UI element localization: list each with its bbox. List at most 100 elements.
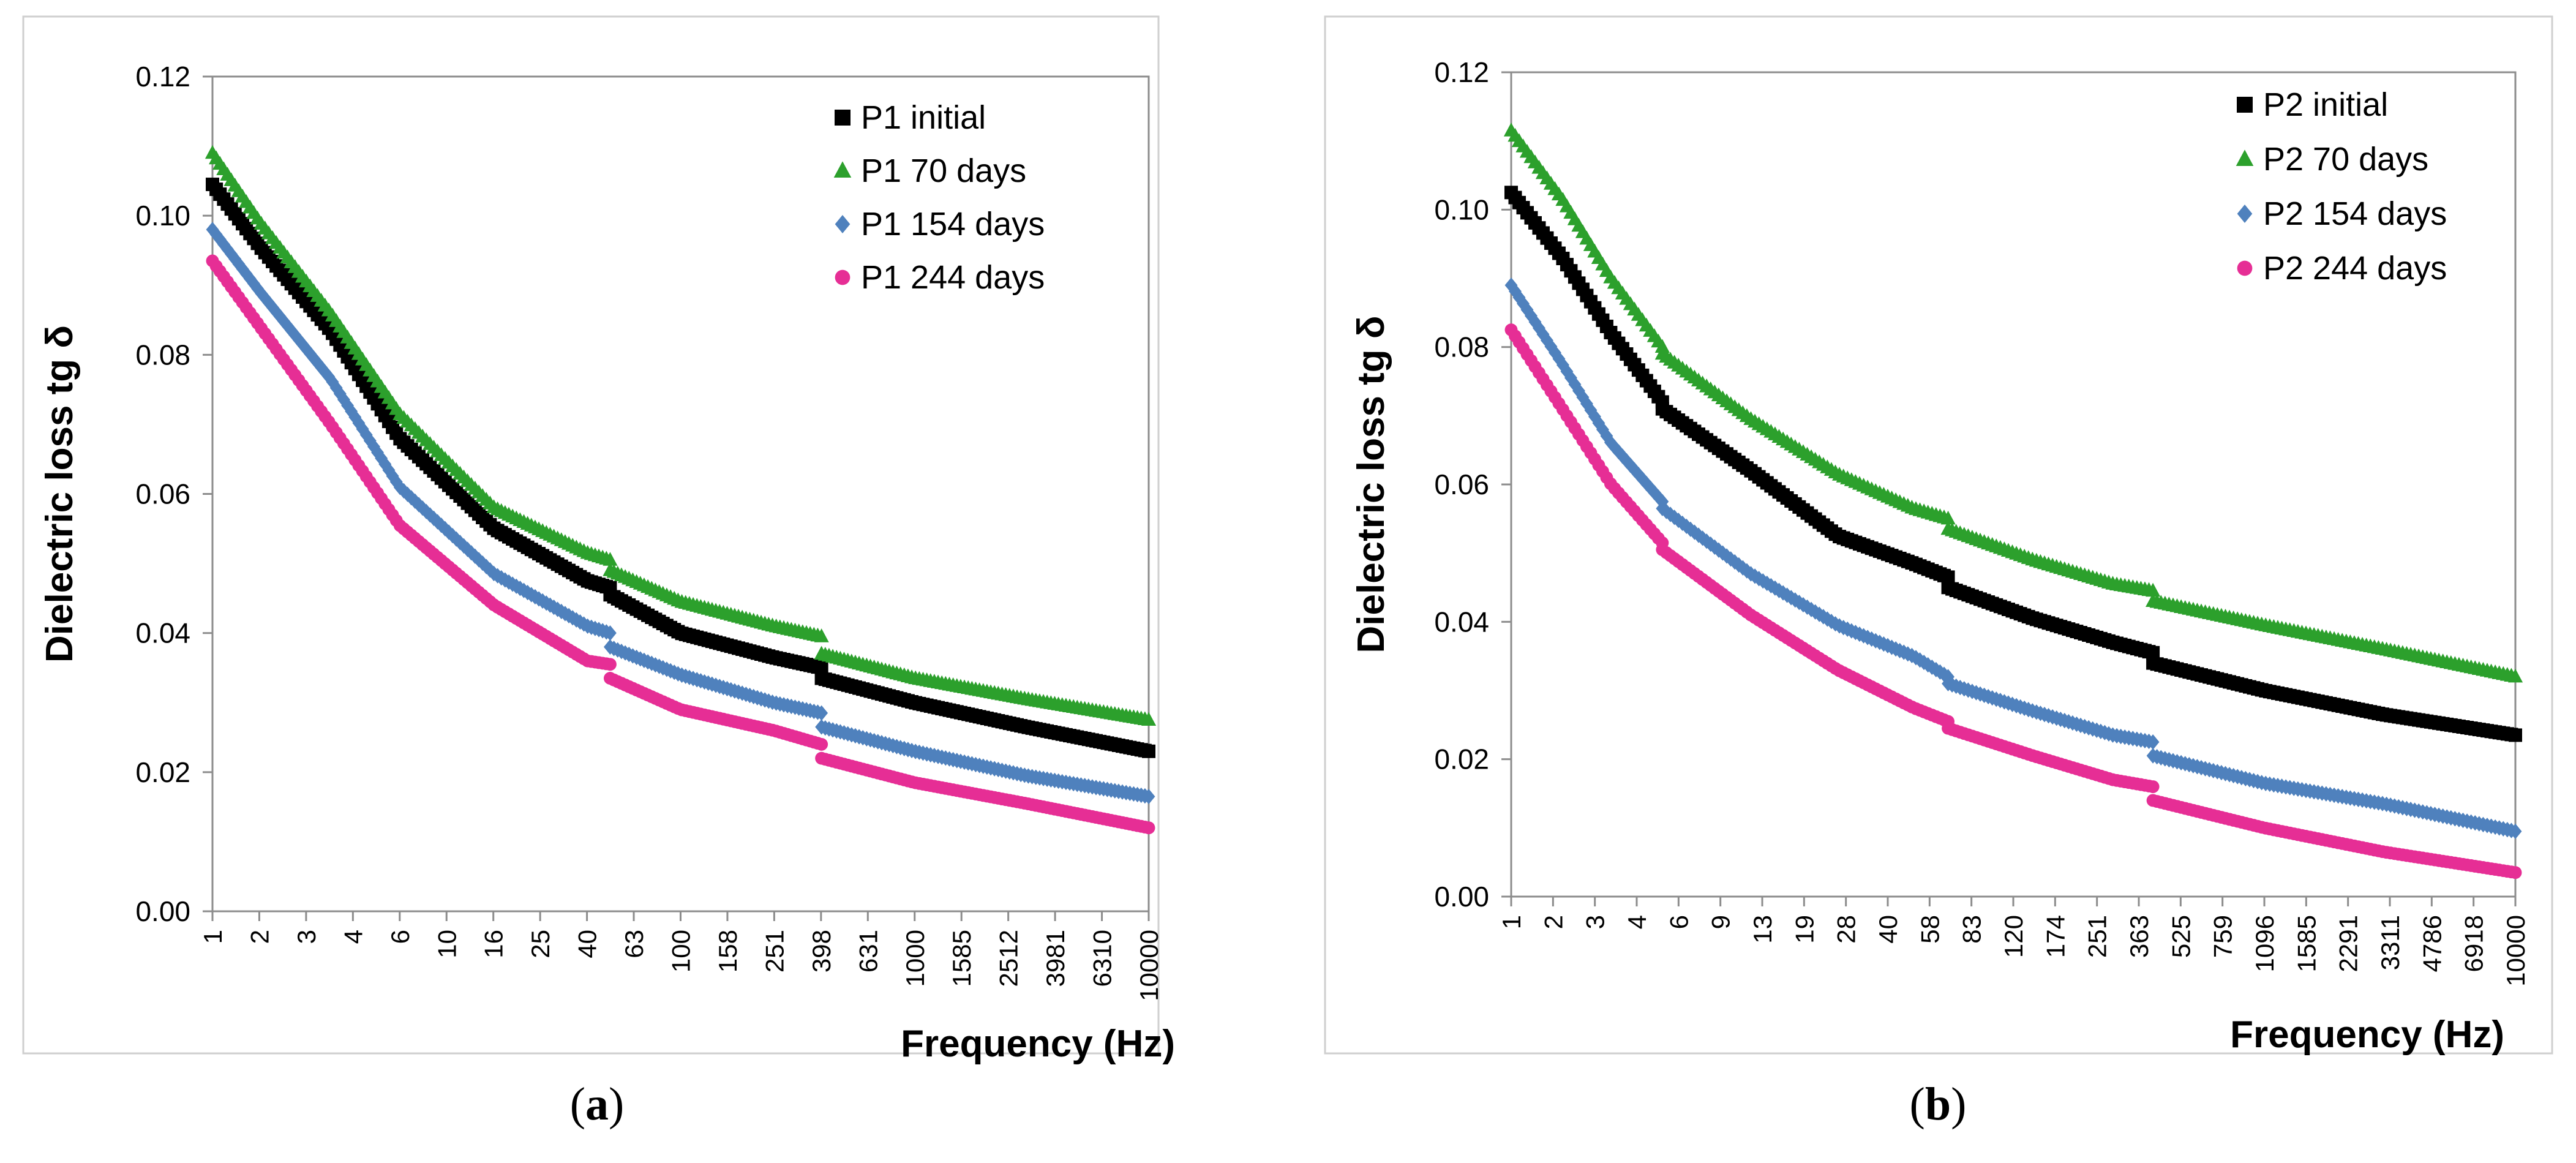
x-axis-title: Frequency (Hz) [901,1023,1175,1065]
data-point [2145,582,2161,597]
data-point [348,409,362,425]
data-point [2146,780,2160,793]
y-tick-label: 0.04 [1434,606,1489,638]
x-tick-label: 1585 [2292,915,2321,972]
x-tick-label: 9 [1707,915,1735,929]
caption-b-letter: b [1924,1078,1951,1130]
x-tick-label: 1 [198,930,227,944]
series-p2-initial [1504,186,2522,742]
data-point [2146,645,2160,660]
data-point [815,737,828,751]
data-point [375,450,388,467]
x-tick-label: 3981 [1041,930,1070,987]
legend-label: P2 initial [2263,86,2388,123]
data-point [814,628,829,642]
x-tick-label: 3311 [2376,915,2405,970]
data-point [2509,728,2522,742]
x-tick-label: 10 [432,930,461,958]
series-p1-244-days [206,254,1155,835]
legend-label: P1 70 days [861,152,1026,189]
x-tick-label: 40 [1874,915,1902,944]
data-point [2146,734,2160,750]
x-tick-label: 2512 [994,930,1023,987]
x-tick-label: 6310 [1088,930,1117,987]
x-tick-label: 2 [245,930,274,944]
x-tick-label: 100 [667,930,696,973]
legend-marker [835,110,851,126]
data-point [479,559,493,574]
data-point [1600,428,1613,444]
series-p2-154-days [1504,277,2522,840]
x-tick-label: 251 [2083,915,2112,958]
y-axis-title: Dielectric loss tg δ [1350,315,1392,653]
data-point [603,552,618,566]
data-point [472,552,486,568]
data-point [2509,866,2522,879]
data-point [378,456,392,472]
data-point [236,261,249,277]
series-p2-70-days [1503,122,2523,683]
data-point [393,480,407,495]
data-point [337,391,350,408]
data-point [461,541,475,557]
data-point [1588,408,1601,424]
x-tick-label: 2 [1539,915,1568,929]
data-point [408,493,422,510]
data-point [1141,712,1157,726]
x-tick-label: 4786 [2417,915,2446,972]
data-point [1580,396,1593,412]
data-point [453,535,467,551]
data-point [1651,489,1665,505]
data-point [1612,443,1625,460]
legend-marker [2236,149,2254,167]
data-point [239,266,253,282]
data-point [1732,557,1746,573]
legend-label: P1 initial [861,99,986,136]
x-tick-label: 6 [1664,915,1693,929]
data-point [446,527,459,544]
y-tick-label: 0.02 [1434,743,1489,775]
legend-marker [2237,205,2253,223]
data-point [363,432,377,449]
y-tick-label: 0.00 [1434,881,1489,913]
y-axis-title: Dielectric loss tg δ [39,325,81,663]
x-tick-label: 6918 [2460,915,2488,972]
x-tick-label: 120 [1999,915,2028,958]
data-point [1549,345,1561,361]
data-point [389,474,403,490]
data-point [356,421,369,437]
y-tick-label: 0.12 [135,61,190,92]
legend-marker [835,215,851,233]
data-point [1142,788,1155,805]
data-point [345,404,358,420]
x-tick-label: 25 [526,930,555,958]
data-point [352,415,366,431]
chart-frame [1324,15,2553,1055]
data-point [431,514,445,530]
x-tick-label: 1585 [947,930,976,987]
data-point [401,486,415,502]
data-point [341,397,355,413]
data-point [435,518,448,533]
x-tick-label: 1 [1497,915,1526,929]
legend-label: P2 70 days [2263,141,2428,178]
legend-marker [835,269,851,285]
y-tick-label: 0.06 [1434,469,1489,500]
legend-label: P2 154 days [2263,195,2447,232]
y-tick-label: 0.02 [135,756,190,788]
x-tick-label: 83 [1958,915,1986,944]
data-point [1620,453,1633,469]
data-point [1632,466,1645,483]
data-point [1940,510,1956,525]
data-point [427,510,440,527]
series-p1-154-days [206,222,1155,805]
legend-label: P1 154 days [861,206,1045,243]
data-point [217,236,230,252]
x-tick-label: 10000 [1135,930,1163,1001]
data-point [814,661,828,675]
data-point [359,427,373,443]
y-tick-label: 0.00 [135,895,190,927]
data-point [386,468,399,484]
data-point [1536,326,1550,342]
y-tick-label: 0.06 [135,478,190,510]
